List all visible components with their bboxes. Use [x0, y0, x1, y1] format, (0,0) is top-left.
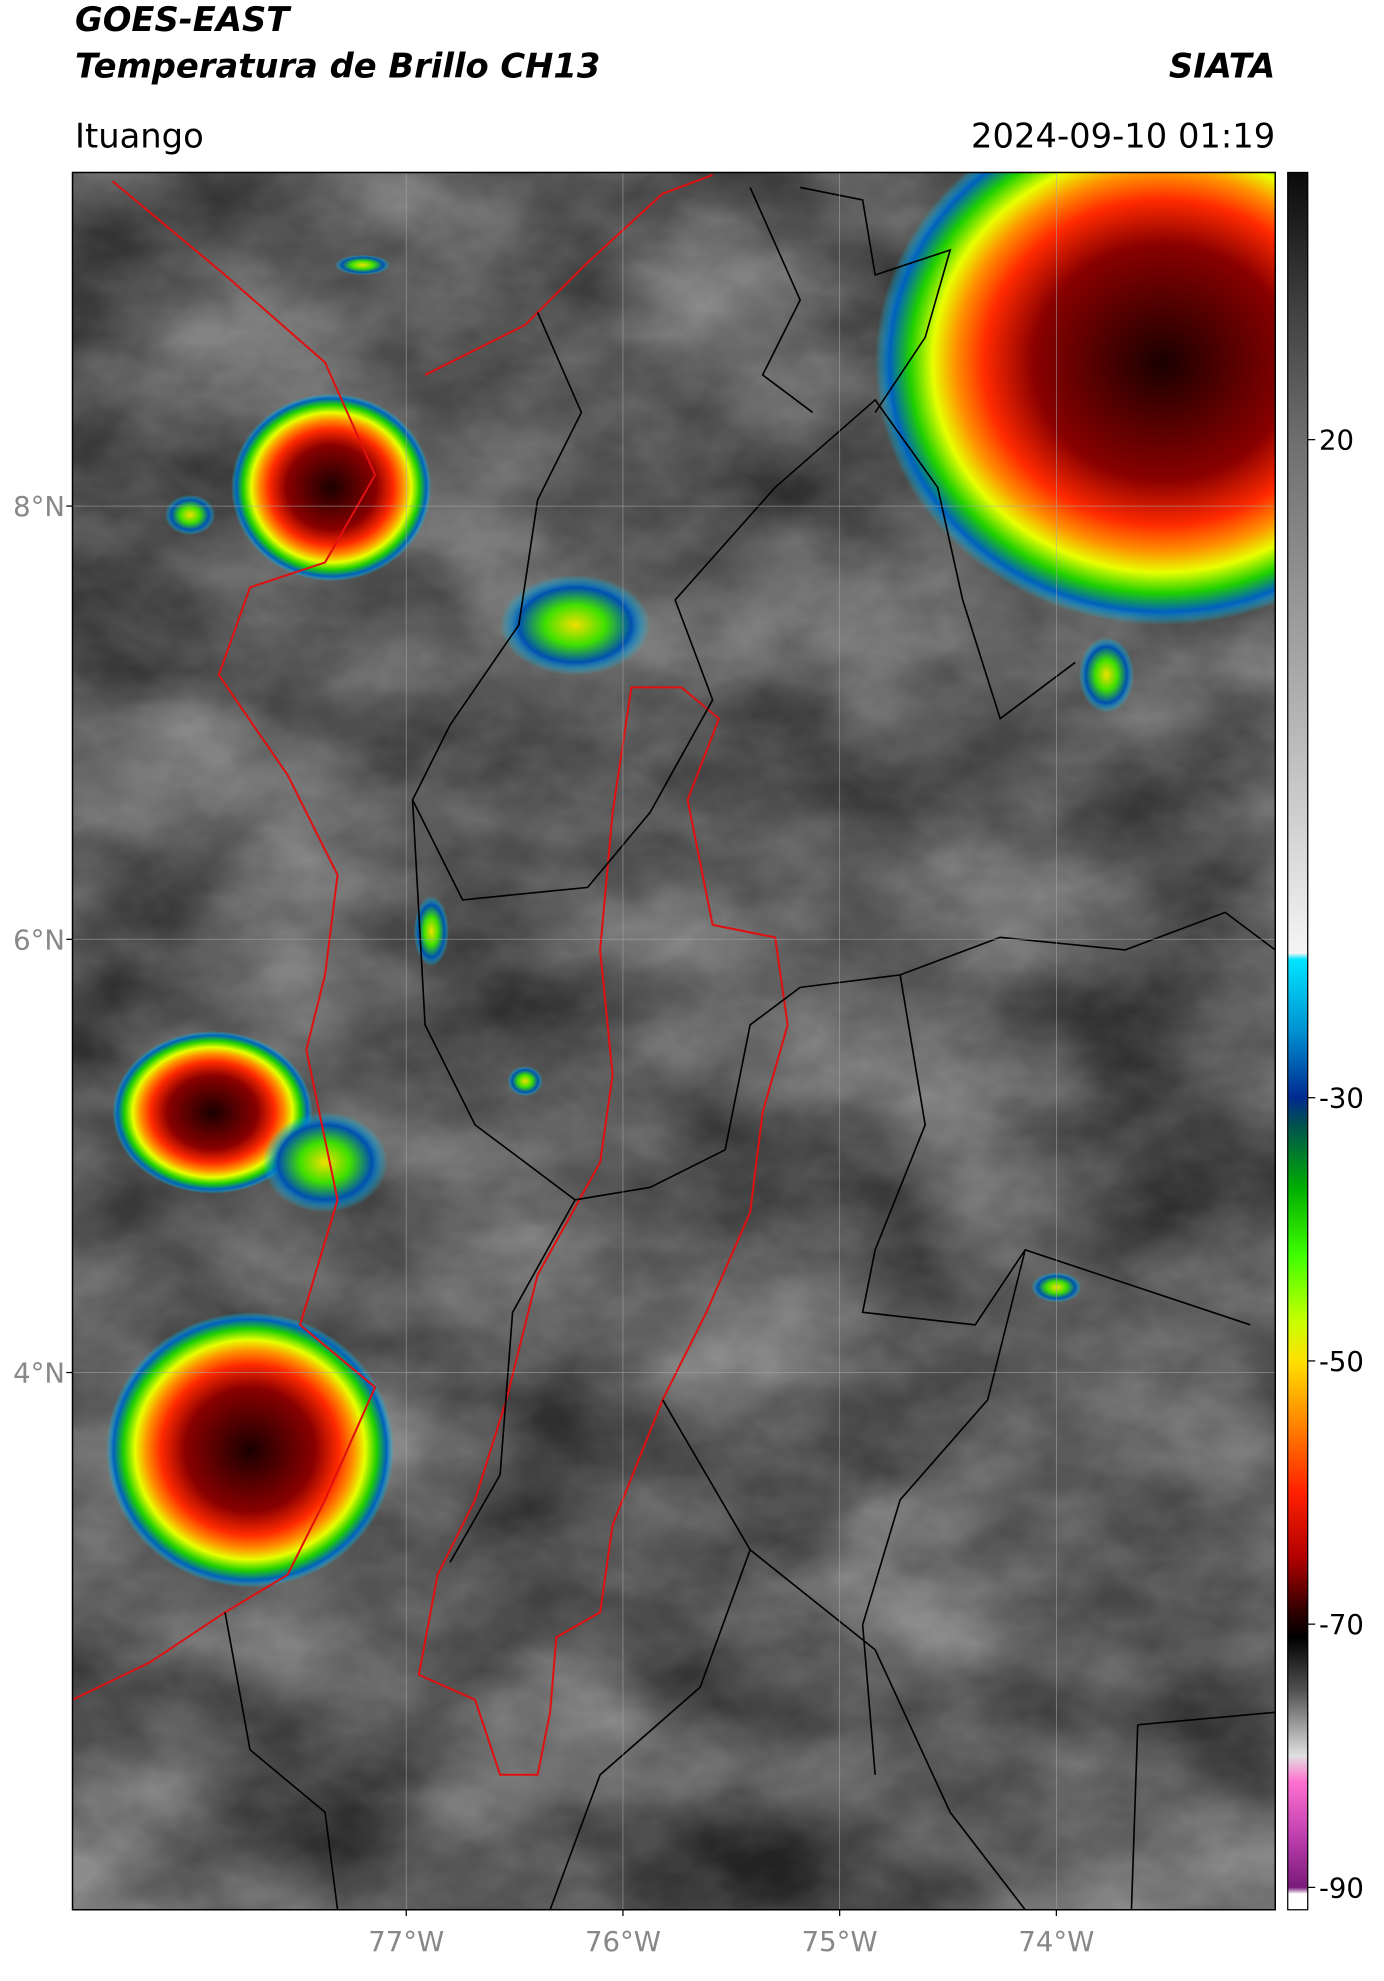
colorbar-tick-label: 20 — [1319, 425, 1354, 457]
x-tick-label: 77°W — [368, 1926, 444, 1958]
colorbar-tick-label: -90 — [1319, 1872, 1364, 1904]
basin-outline — [417, 686, 789, 1776]
storm-cell — [500, 574, 651, 675]
coastline — [72, 174, 713, 1701]
storm-cell — [231, 393, 432, 582]
location: Ituango — [75, 116, 204, 155]
storm-cell — [112, 1031, 313, 1194]
x-tick-label: 76°W — [585, 1926, 661, 1958]
subtitle: Temperatura de Brillo CH13 — [75, 46, 600, 85]
datetime: 2024-09-10 01:19 — [971, 116, 1275, 155]
y-tick-label: 8°N — [13, 491, 65, 523]
storm-cell — [106, 1312, 394, 1588]
storm-cell — [262, 1112, 388, 1213]
y-tick-label: 6°N — [13, 924, 65, 956]
admin-borders — [224, 186, 1276, 1910]
graticule — [72, 172, 1276, 1910]
colorbar-tick-label: -30 — [1319, 1083, 1364, 1115]
colorbar-tick-label: -70 — [1319, 1609, 1364, 1641]
storm-cell — [507, 1066, 543, 1097]
storm-cell — [335, 254, 391, 275]
storm-cell — [165, 494, 216, 535]
x-tick-label: 74°W — [1018, 1926, 1094, 1958]
map-imagery — [72, 172, 1276, 1910]
source: SIATA — [1169, 46, 1275, 85]
y-tick-label: 4°N — [13, 1358, 65, 1390]
title: GOES-EAST — [75, 0, 292, 39]
x-tick-label: 75°W — [802, 1926, 878, 1958]
storm-cell — [1078, 637, 1134, 713]
storm-cell — [413, 896, 449, 967]
storm-cell — [875, 172, 1276, 625]
colorbar-tick-label: -50 — [1319, 1346, 1364, 1378]
colorbar — [1287, 171, 1309, 1911]
map-frame — [71, 171, 1276, 1911]
